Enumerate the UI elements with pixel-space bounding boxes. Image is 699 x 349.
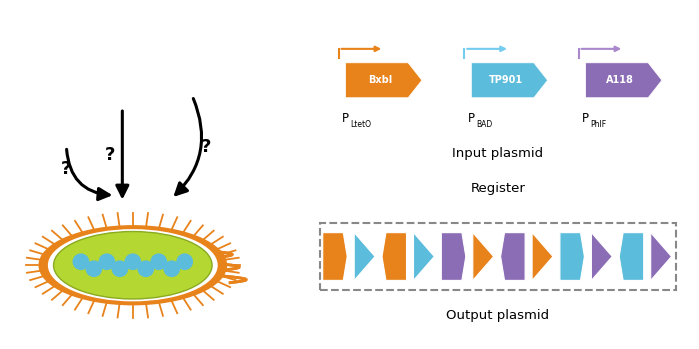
Text: PhIF: PhIF <box>591 120 607 129</box>
Polygon shape <box>473 233 493 280</box>
Text: ?: ? <box>106 146 115 164</box>
Polygon shape <box>382 233 407 280</box>
Circle shape <box>99 253 115 270</box>
Text: ?: ? <box>62 160 71 178</box>
Text: Output plasmid: Output plasmid <box>447 309 549 322</box>
Polygon shape <box>500 233 525 280</box>
Polygon shape <box>345 63 421 98</box>
Text: TP901: TP901 <box>489 75 523 85</box>
Text: A118: A118 <box>606 75 634 85</box>
Polygon shape <box>441 233 466 280</box>
Circle shape <box>124 253 141 270</box>
Polygon shape <box>591 233 612 280</box>
Text: BxbI: BxbI <box>368 75 392 85</box>
Polygon shape <box>323 233 347 280</box>
Text: BAD: BAD <box>476 120 493 129</box>
Polygon shape <box>651 233 672 280</box>
Text: Input plasmid: Input plasmid <box>452 147 544 160</box>
Text: P: P <box>343 112 350 125</box>
Text: Register: Register <box>470 183 526 195</box>
Text: ?: ? <box>201 138 211 156</box>
Circle shape <box>85 260 102 277</box>
Polygon shape <box>471 63 547 98</box>
Ellipse shape <box>38 225 227 305</box>
Text: P: P <box>582 112 589 125</box>
Polygon shape <box>140 30 245 109</box>
Circle shape <box>56 3 189 136</box>
Ellipse shape <box>48 229 218 302</box>
Polygon shape <box>354 233 375 280</box>
FancyBboxPatch shape <box>28 42 94 140</box>
Text: P: P <box>468 112 475 125</box>
Polygon shape <box>619 233 644 280</box>
Ellipse shape <box>54 231 212 299</box>
Polygon shape <box>532 233 553 280</box>
Polygon shape <box>414 233 434 280</box>
Circle shape <box>176 253 193 270</box>
Text: LtetO: LtetO <box>350 120 372 129</box>
Circle shape <box>111 260 128 277</box>
Polygon shape <box>586 63 662 98</box>
Circle shape <box>138 260 154 277</box>
Circle shape <box>73 253 89 270</box>
Polygon shape <box>560 233 584 280</box>
Circle shape <box>150 253 167 270</box>
Circle shape <box>164 260 180 277</box>
